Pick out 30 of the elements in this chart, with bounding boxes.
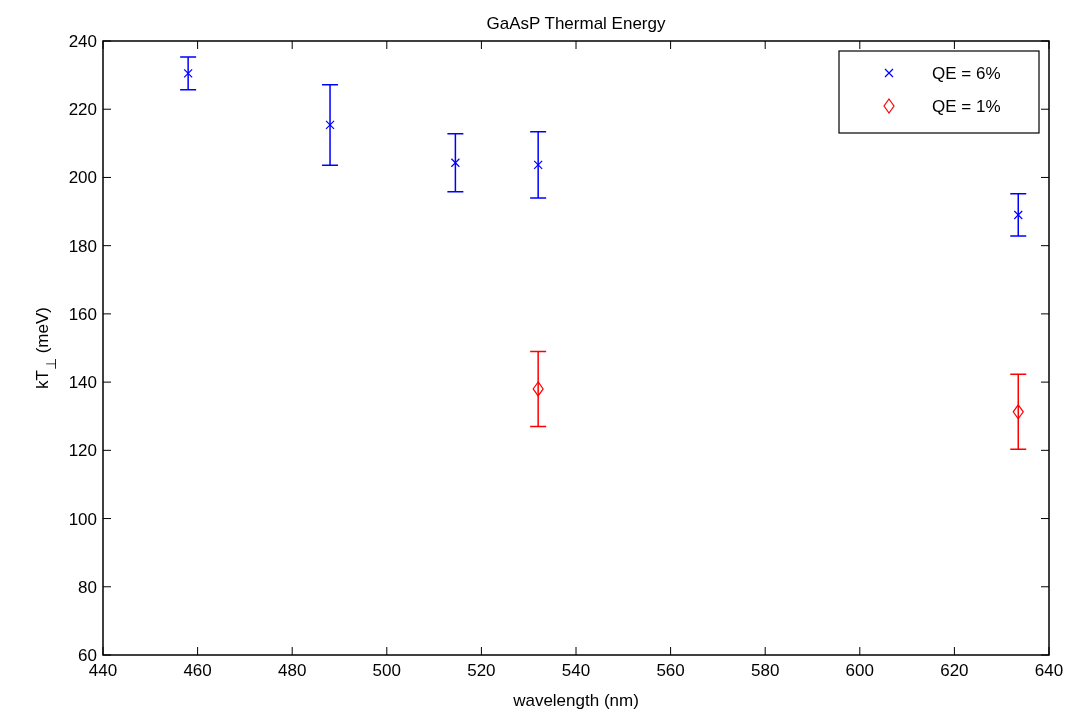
point	[532, 381, 544, 397]
y-tick-label: 180	[68, 236, 97, 256]
x-tick-label: 580	[751, 661, 780, 680]
x-tick-label: 600	[845, 661, 874, 680]
x-tick-label: 520	[467, 661, 496, 680]
point	[1013, 210, 1023, 220]
y-tick-label: 220	[68, 100, 97, 120]
y-tick-label: 240	[68, 32, 97, 51]
x-axis-title: wavelength (nm)	[512, 691, 639, 710]
legend-label: QE = 1%	[932, 97, 1001, 116]
y-tick-label: 100	[68, 509, 97, 529]
legend-label: QE = 6%	[932, 64, 1001, 83]
x-tick-label: 560	[656, 661, 685, 680]
x-tick-label: 540	[561, 661, 591, 680]
point	[325, 120, 335, 130]
point	[450, 158, 460, 168]
y-tick-label: 160	[68, 304, 97, 324]
point	[1012, 404, 1024, 420]
point	[533, 160, 543, 170]
x-tick-label: 480	[278, 661, 307, 680]
x-tick-label: 500	[372, 661, 401, 680]
y-tick-label: 200	[68, 168, 97, 188]
y-tick-label: 80	[78, 577, 97, 597]
y-tick-label: 140	[68, 373, 97, 393]
x-tick-label: 460	[183, 661, 212, 680]
x-tick-label: 640	[1034, 661, 1064, 680]
x-tick-label: 620	[940, 661, 969, 680]
y-tick-label: 120	[68, 441, 97, 461]
chart-title: GaAsP Thermal Energy	[486, 14, 666, 33]
point	[183, 68, 193, 79]
